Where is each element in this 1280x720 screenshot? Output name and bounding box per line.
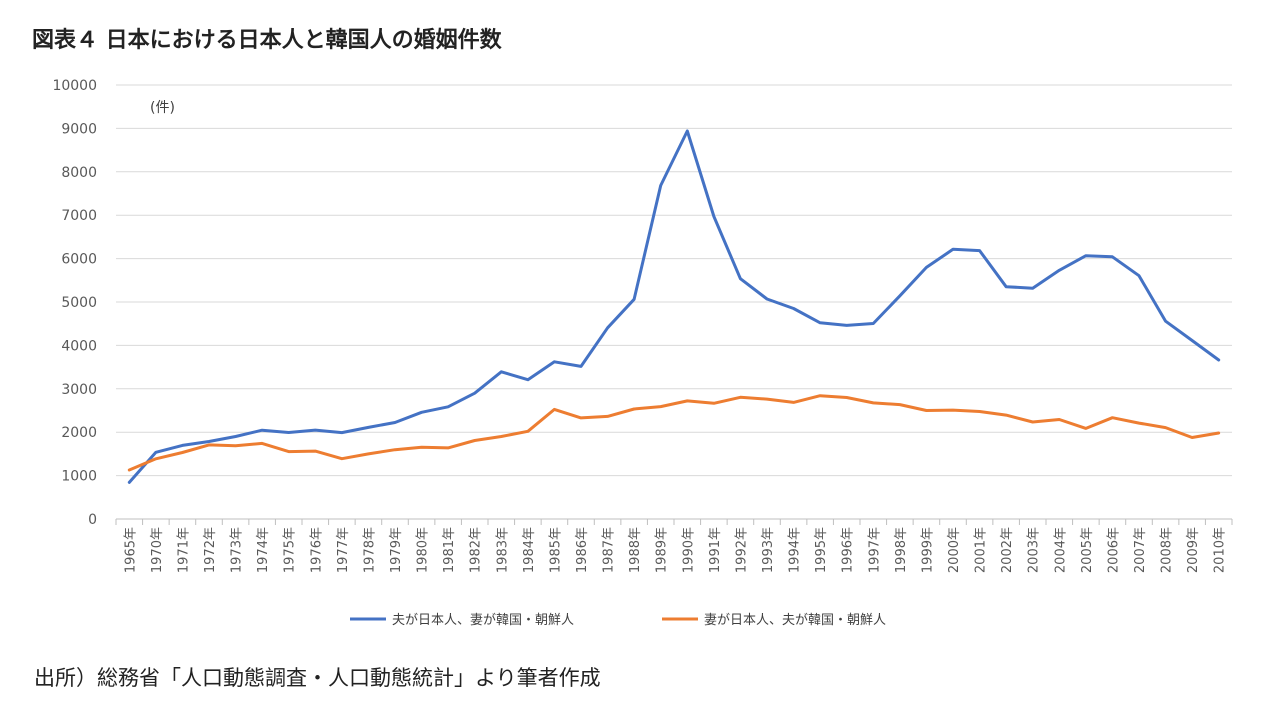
series-line-2 (127, 394, 1221, 472)
x-tick-label: 1980年 (416, 527, 431, 573)
y-tick-label: 6000 (61, 252, 97, 268)
x-tick-label: 1992年 (734, 527, 749, 573)
x-tick-label: 2003年 (1027, 527, 1042, 573)
x-tick-label: 1997年 (867, 527, 882, 573)
y-tick-label: 7000 (61, 208, 97, 224)
x-tick-label: 1974年 (256, 527, 271, 573)
x-tick-label: 2010年 (1213, 527, 1228, 573)
x-tick-label: 1978年 (362, 527, 377, 573)
x-tick-label: 2000年 (947, 527, 962, 573)
x-tick-label: 1979年 (389, 527, 404, 573)
y-tick-label: 0 (88, 512, 97, 528)
y-tick-label: 1000 (61, 469, 97, 485)
x-tick-label: 1995年 (814, 527, 829, 573)
x-tick-label: 1977年 (336, 527, 351, 573)
x-tick-label: 2006年 (1106, 527, 1121, 573)
x-tick-label: 1971年 (176, 527, 191, 573)
legend-label: 妻が日本人、夫が韓国・朝鮮人 (704, 613, 886, 628)
x-tick-label: 2001年 (974, 527, 989, 573)
x-tick-label: 1990年 (681, 527, 696, 573)
x-tick-label: 1981年 (442, 527, 457, 573)
y-tick-label: 9000 (61, 121, 97, 137)
x-tick-label: 1986年 (575, 527, 590, 573)
x-tick-label: 1972年 (203, 527, 218, 573)
x-tick-label: 1982年 (469, 527, 484, 573)
x-tick-label: 1975年 (283, 527, 298, 573)
x-tick-label: 2002年 (1000, 527, 1015, 573)
x-tick-label: 1993年 (761, 527, 776, 573)
y-tick-label: 3000 (61, 382, 97, 398)
x-tick-label: 1998年 (894, 527, 909, 573)
x-tick-label: 1985年 (548, 527, 563, 573)
x-tick-label: 2005年 (1080, 527, 1095, 573)
x-tick-label: 2004年 (1053, 527, 1068, 573)
x-tick-label: 1988年 (628, 527, 643, 573)
y-tick-label: 5000 (61, 295, 97, 311)
chart-title: 図表４ 日本における日本人と韓国人の婚姻件数 (32, 28, 502, 53)
x-tick-label: 1994年 (788, 527, 803, 573)
x-tick-label: 1996年 (841, 527, 856, 573)
x-tick-label: 1976年 (309, 527, 324, 573)
y-tick-label: 2000 (61, 425, 97, 441)
y-tick-label: 8000 (61, 165, 97, 181)
x-tick-label: 2009年 (1186, 527, 1201, 573)
x-tick-label: 2008年 (1160, 527, 1175, 573)
x-tick-label: 1991年 (708, 527, 723, 573)
x-tick-label: 1970年 (150, 527, 165, 573)
x-tick-label: 1987年 (602, 527, 617, 573)
source-note: 出所）総務省「人口動態調査・人口動態統計」より筆者作成 (34, 666, 601, 690)
y-tick-label: 4000 (61, 338, 97, 354)
series-lines (127, 129, 1221, 484)
legend: 夫が日本人、妻が韓国・朝鮮人 妻が日本人、夫が韓国・朝鮮人 (350, 613, 886, 628)
x-tick-label: 1973年 (230, 527, 245, 573)
gridlines (116, 84, 1232, 520)
legend-label: 夫が日本人、妻が韓国・朝鮮人 (392, 613, 574, 628)
unit-label: (件) (150, 100, 175, 116)
series-line-1 (127, 129, 1221, 484)
x-tick-label: 1965年 (123, 527, 138, 573)
x-axis: 1965年 1970年 1971年 1972年 1973年 1974年 1975年 1976年… (115, 519, 1233, 573)
x-tick-label: 1983年 (495, 527, 510, 573)
x-tick-label: 2007年 (1133, 527, 1148, 573)
x-tick-label: 1999年 (920, 527, 935, 573)
y-axis-ticks: 0 1000 2000 3000 4000 5000 6000 7000 8000 9000 100… (52, 78, 97, 528)
x-tick-label: 1984年 (522, 527, 537, 573)
x-tick-label: 1989年 (655, 527, 670, 573)
y-tick-label: 10000 (52, 78, 97, 94)
